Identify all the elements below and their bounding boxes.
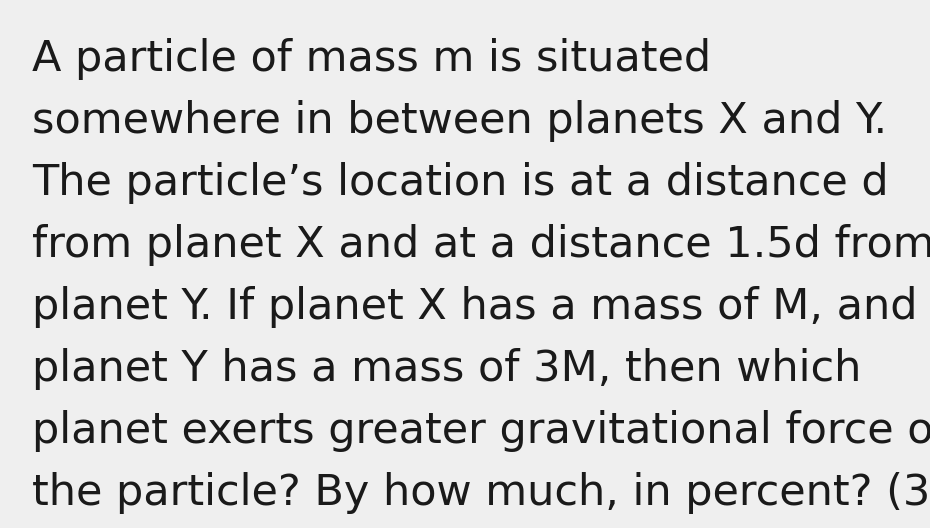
Text: from planet X and at a distance 1.5d from: from planet X and at a distance 1.5d fro… [32,224,930,266]
Text: somewhere in between planets X and Y.: somewhere in between planets X and Y. [32,100,887,142]
Text: planet exerts greater gravitational force on: planet exerts greater gravitational forc… [32,410,930,452]
Text: A particle of mass m is situated: A particle of mass m is situated [32,38,711,80]
Text: planet Y. If planet X has a mass of M, and: planet Y. If planet X has a mass of M, a… [32,286,918,328]
Text: planet Y has a mass of 3M, then which: planet Y has a mass of 3M, then which [32,348,861,390]
Text: the particle? By how much, in percent? (3: the particle? By how much, in percent? (… [32,472,930,514]
Text: The particle’s location is at a distance d: The particle’s location is at a distance… [32,162,889,204]
